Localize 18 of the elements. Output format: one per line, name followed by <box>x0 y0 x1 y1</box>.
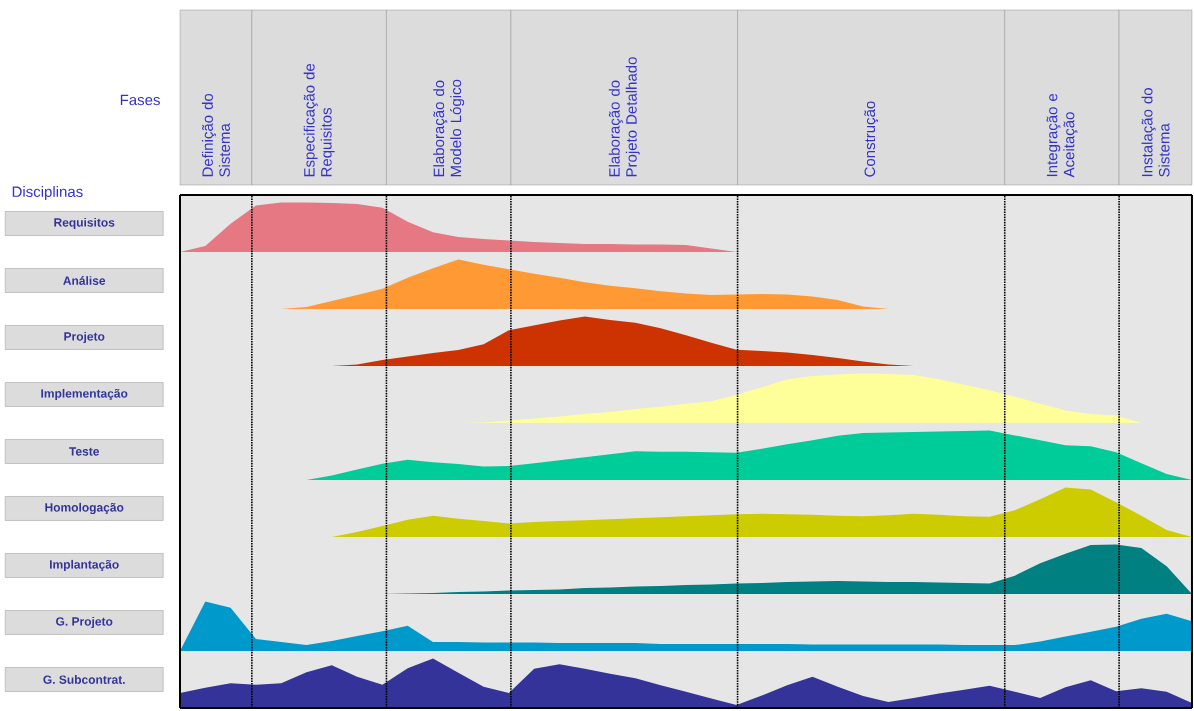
y-axis-title: Projeto <box>64 331 105 344</box>
text: Construção <box>864 101 879 177</box>
text: Especificação de Requisitos <box>303 63 335 177</box>
text: Instalação do Sistema <box>1141 88 1170 177</box>
y-axis-title: Implementação <box>41 388 128 401</box>
y-axis-title: Teste <box>69 447 100 456</box>
y-axis-title: Requisitos <box>54 217 115 230</box>
text: Elaboração do Projeto Detalhado <box>608 57 640 177</box>
text: Integração e Aceitação <box>1046 93 1078 178</box>
y-axis-title: G. Subcontrat. <box>43 675 125 684</box>
text: Fases <box>120 94 160 106</box>
text: Disciplinas <box>12 186 83 200</box>
y-axis-title: Análise <box>63 276 106 285</box>
y-axis-title: Homologação <box>45 502 124 515</box>
text: Definição do Sistema <box>201 93 230 177</box>
y-axis-title: Implantação <box>50 559 119 572</box>
y-axis-title: G. Projeto <box>56 616 113 629</box>
text: Elaboração do Modelo Lógico <box>433 79 465 177</box>
